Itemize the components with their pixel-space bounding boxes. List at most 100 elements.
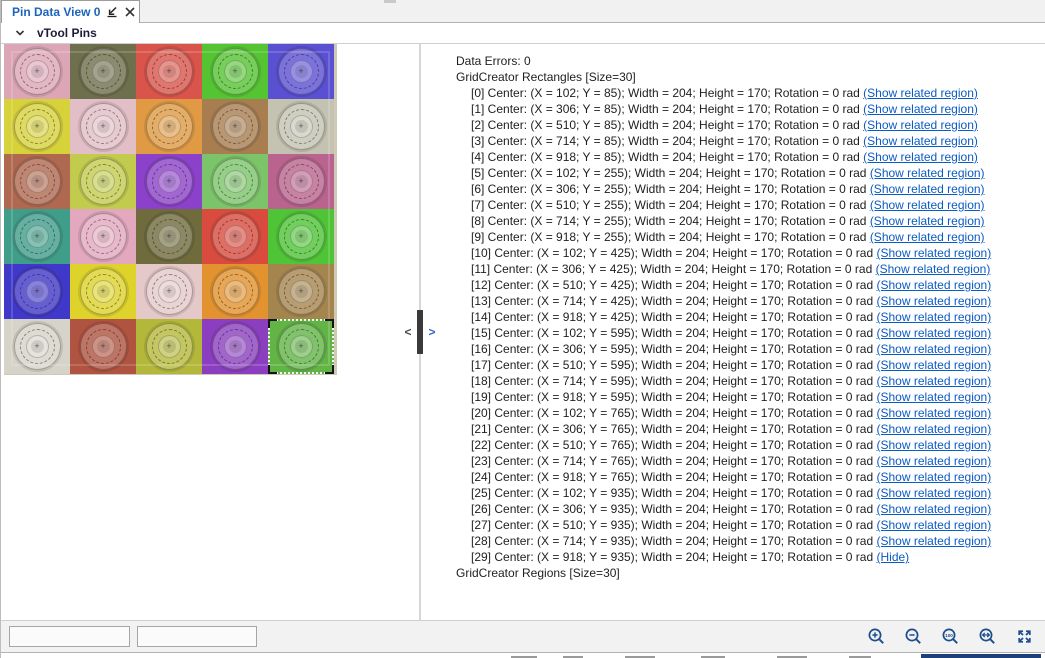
grid-cell-10[interactable]: + <box>4 154 70 209</box>
close-tab-icon[interactable] <box>124 5 136 20</box>
cap-image: + <box>13 213 61 260</box>
hide-region-link[interactable]: (Hide) <box>876 550 910 564</box>
grid-cell-22[interactable]: + <box>136 264 202 319</box>
show-related-region-link[interactable]: (Show related region) <box>876 470 992 484</box>
show-related-region-link[interactable]: (Show related region) <box>876 502 992 516</box>
grid-cell-23[interactable]: + <box>202 264 268 319</box>
rectangle-entry-label: [18] Center: (X = 714; Y = 595); Width =… <box>471 374 877 388</box>
grid-cell-11[interactable]: + <box>70 154 136 209</box>
show-related-region-link[interactable]: (Show related region) <box>876 438 992 452</box>
svg-text:100: 100 <box>945 633 953 638</box>
zoom-100-icon[interactable]: 100 <box>940 627 960 647</box>
show-related-region-link[interactable]: (Show related region) <box>876 390 992 404</box>
show-related-region-link[interactable]: (Show related region) <box>869 230 985 244</box>
grid-cell-7[interactable]: + <box>136 99 202 154</box>
rectangle-entry-6: [6] Center: (X = 306; Y = 255); Width = … <box>456 181 1045 197</box>
collapse-right-icon[interactable]: > <box>428 325 436 339</box>
grid-cell-6[interactable]: + <box>70 99 136 154</box>
grid-cell-20[interactable]: + <box>4 264 70 319</box>
rectangle-entry-label: [16] Center: (X = 306; Y = 595); Width =… <box>471 342 877 356</box>
grid-cell-1[interactable]: + <box>70 44 136 99</box>
selection-corner-handle[interactable] <box>268 319 277 328</box>
status-field-2[interactable] <box>137 626 257 647</box>
float-window-icon[interactable] <box>105 5 119 20</box>
cap-image: + <box>277 268 325 315</box>
show-related-region-link[interactable]: (Show related region) <box>876 342 992 356</box>
grid-cell-24[interactable]: + <box>268 264 334 319</box>
show-related-region-link[interactable]: (Show related region) <box>863 86 978 100</box>
status-field-1[interactable] <box>9 626 130 647</box>
show-related-region-link[interactable]: (Show related region) <box>876 486 992 500</box>
cap-center-mark: + <box>294 65 308 78</box>
tab-pin-data-view[interactable]: Pin Data View 0 <box>1 0 140 23</box>
grid-cell-4[interactable]: + <box>268 44 334 99</box>
grid-cell-21[interactable]: + <box>70 264 136 319</box>
selection-corner-handle[interactable] <box>268 365 277 374</box>
show-related-region-link[interactable]: (Show related region) <box>863 118 978 132</box>
show-related-region-link[interactable]: (Show related region) <box>863 134 978 148</box>
show-related-region-link[interactable]: (Show related region) <box>876 278 992 292</box>
grid-cell-9[interactable]: + <box>268 99 334 154</box>
grid-cell-3[interactable]: + <box>202 44 268 99</box>
rectangle-entry-9: [9] Center: (X = 918; Y = 255); Width = … <box>456 229 1045 245</box>
grid-cell-5[interactable]: + <box>4 99 70 154</box>
show-related-region-link[interactable]: (Show related region) <box>876 326 992 340</box>
show-related-region-link[interactable]: (Show related region) <box>876 374 992 388</box>
fit-to-screen-icon[interactable] <box>1014 627 1034 647</box>
show-related-region-link[interactable]: (Show related region) <box>876 406 992 420</box>
show-related-region-link[interactable]: (Show related region) <box>875 262 991 276</box>
show-related-region-link[interactable]: (Show related region) <box>876 294 992 308</box>
grid-cell-2[interactable]: + <box>136 44 202 99</box>
show-related-region-link[interactable]: (Show related region) <box>876 358 992 372</box>
grid-cell-26[interactable]: + <box>70 319 136 374</box>
show-related-region-link[interactable]: (Show related region) <box>876 246 992 260</box>
zoom-in-icon[interactable] <box>866 627 886 647</box>
cap-center-mark: + <box>162 230 176 243</box>
show-related-region-link[interactable]: (Show related region) <box>876 422 992 436</box>
data-panel: Data Errors: 0 GridCreator Rectangles [S… <box>439 44 1045 581</box>
show-related-region-link[interactable]: (Show related region) <box>876 454 992 468</box>
rectangle-entry-label: [28] Center: (X = 714; Y = 935); Width =… <box>471 534 877 548</box>
grid-cell-29[interactable]: + <box>268 319 334 374</box>
selection-corner-handle[interactable] <box>325 319 334 328</box>
selection-corner-handle[interactable] <box>325 365 334 374</box>
cap-center-mark: + <box>30 175 44 188</box>
grid-cell-27[interactable]: + <box>136 319 202 374</box>
grid-cell-19[interactable]: + <box>268 209 334 264</box>
grid-cell-8[interactable]: + <box>202 99 268 154</box>
show-related-region-link[interactable]: (Show related region) <box>869 214 985 228</box>
show-related-region-link[interactable]: (Show related region) <box>869 198 985 212</box>
cap-center-mark: + <box>228 340 242 353</box>
show-related-region-link[interactable]: (Show related region) <box>863 150 978 164</box>
zoom-fit-width-icon[interactable] <box>977 627 997 647</box>
grid-cell-25[interactable]: + <box>4 319 70 374</box>
show-related-region-link[interactable]: (Show related region) <box>876 534 992 548</box>
rectangle-entry-3: [3] Center: (X = 714; Y = 85); Width = 2… <box>456 133 1045 149</box>
show-related-region-link[interactable]: (Show related region) <box>869 182 985 196</box>
rectangle-entry-label: [26] Center: (X = 306; Y = 935); Width =… <box>471 502 877 516</box>
grid-cell-12[interactable]: + <box>136 154 202 209</box>
show-related-region-link[interactable]: (Show related region) <box>869 166 985 180</box>
chevron-down-icon[interactable] <box>14 27 26 39</box>
show-related-region-link[interactable]: (Show related region) <box>876 310 992 324</box>
grid-cell-14[interactable]: + <box>268 154 334 209</box>
show-related-region-link[interactable]: (Show related region) <box>863 102 978 116</box>
show-related-region-link[interactable]: (Show related region) <box>876 518 992 532</box>
splitter-drag-handle[interactable] <box>417 310 423 354</box>
grid-cell-28[interactable]: + <box>202 319 268 374</box>
cap-center-mark: + <box>228 175 242 188</box>
rectangle-entry-11: [11] Center: (X = 306; Y = 425); Width =… <box>456 261 1045 277</box>
zoom-out-icon[interactable] <box>903 627 923 647</box>
rectangle-entry-label: [7] Center: (X = 510; Y = 255); Width = … <box>471 198 870 212</box>
grid-cell-17[interactable]: + <box>136 209 202 264</box>
grid-cell-0[interactable]: + <box>4 44 70 99</box>
camera-image[interactable]: + + + + + + + + + + + + + + + + + + + + + + + + + + + + + + <box>4 44 337 375</box>
grid-cell-13[interactable]: + <box>202 154 268 209</box>
grid-cell-16[interactable]: + <box>70 209 136 264</box>
vtool-section-header: vTool Pins <box>1 23 1045 44</box>
rectangle-entry-label: [0] Center: (X = 102; Y = 85); Width = 2… <box>471 86 864 100</box>
collapse-left-icon[interactable]: < <box>404 325 412 339</box>
grid-cell-15[interactable]: + <box>4 209 70 264</box>
related-region-selection[interactable] <box>268 319 334 374</box>
grid-cell-18[interactable]: + <box>202 209 268 264</box>
